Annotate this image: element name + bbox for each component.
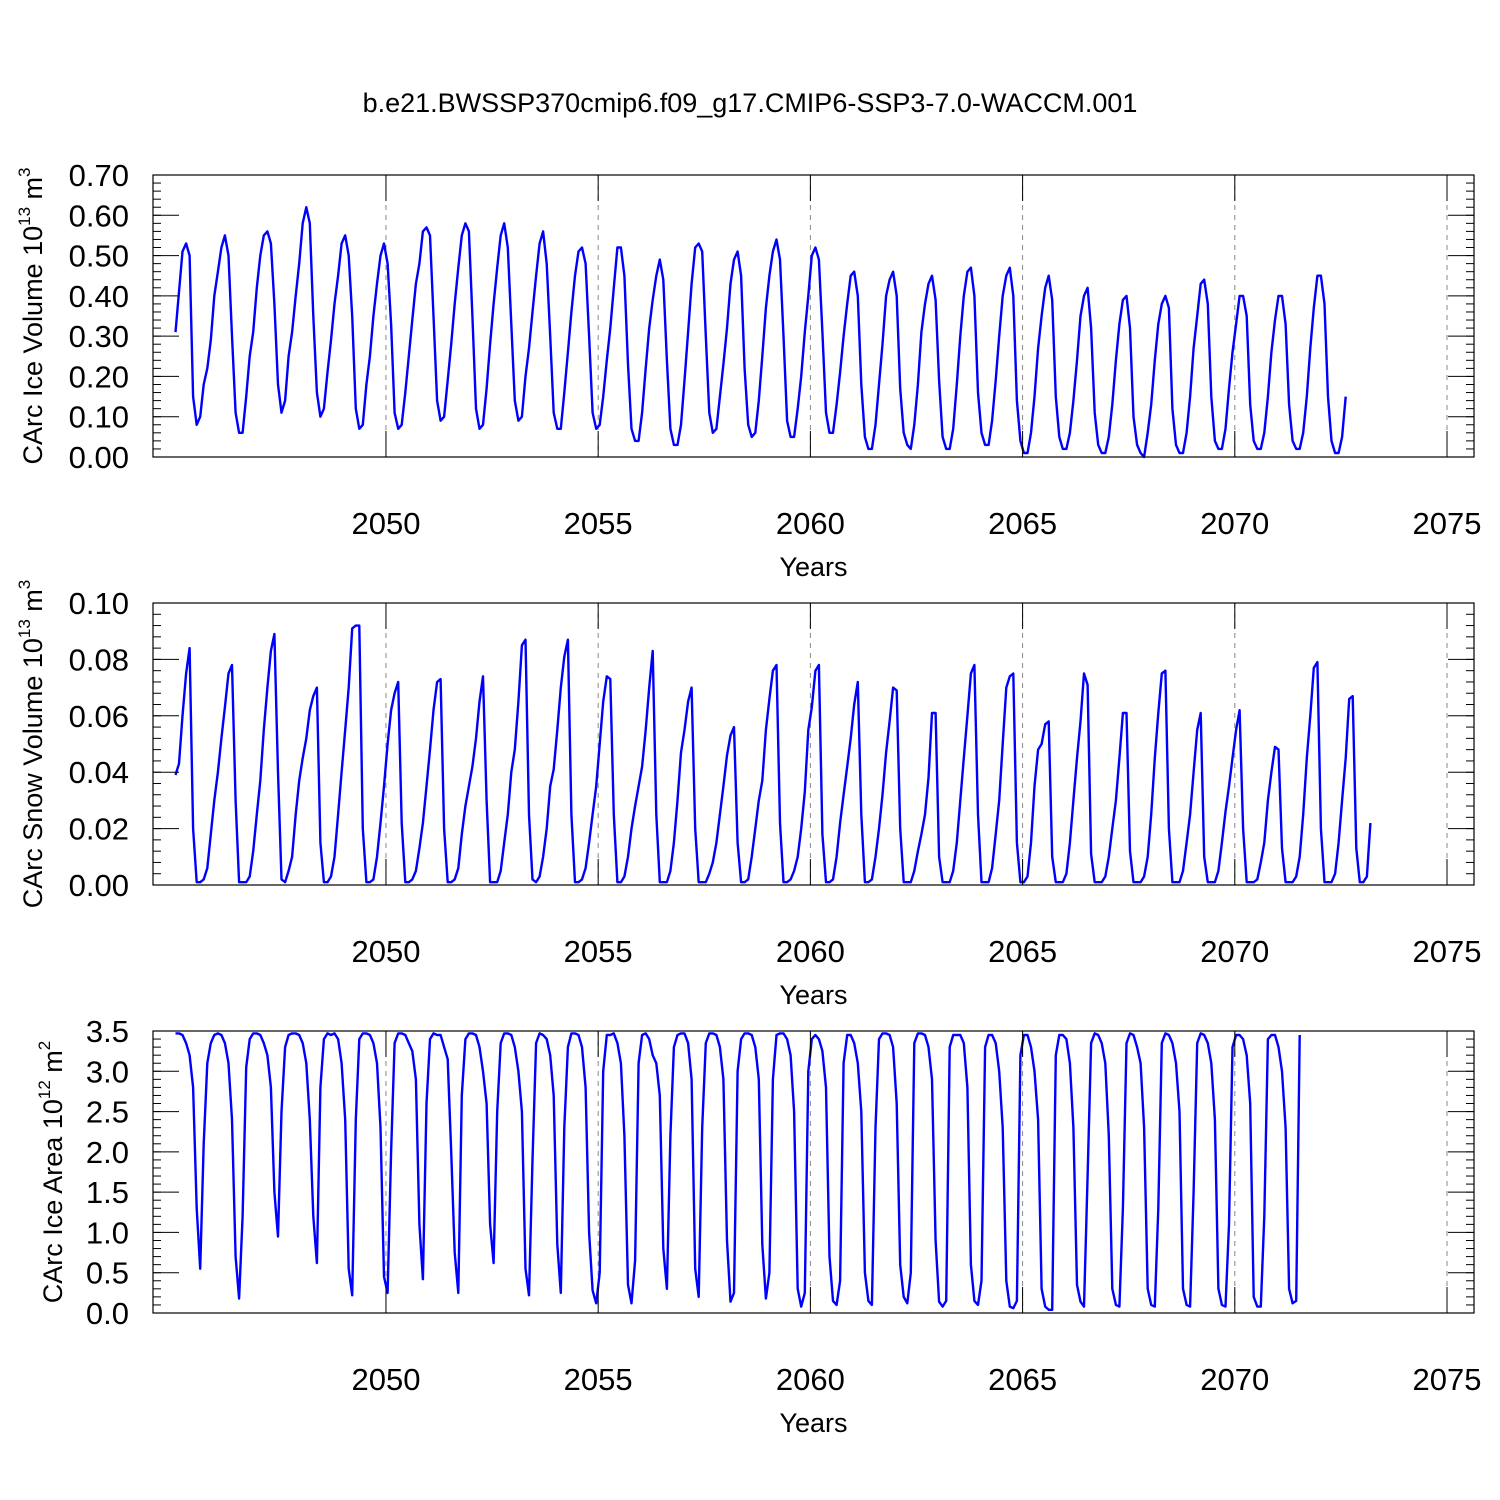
x-tick-label: 2050: [351, 506, 420, 541]
y-tick-label: 0.5: [86, 1256, 129, 1291]
series-line: [175, 1032, 1301, 1311]
y-axis: 0.0 0.5 1.0 1.5 2.0 2.5 3.0 3.5: [86, 1014, 1474, 1331]
y-tick-label: 0.02: [69, 812, 129, 847]
x-tick-label: 2060: [776, 1362, 845, 1397]
y-tick-label: 0.00: [69, 868, 129, 903]
y-axis-label: CArc Snow Volume 1013 m3: [15, 580, 48, 909]
y-tick-label: 0.40: [69, 279, 129, 314]
x-axis: 2050 2055 2060 2065 2070 2075: [351, 603, 1481, 969]
y-tick-label: 2.0: [86, 1135, 129, 1170]
y-axis-label: CArc Ice Volume 1013 m3: [15, 167, 48, 464]
x-tick-label: 2075: [1413, 934, 1482, 969]
y-axis-label-unit: m: [18, 177, 48, 207]
y-tick-label: 2.5: [86, 1095, 129, 1130]
y-tick-label: 0.08: [69, 642, 129, 677]
y-tick-label: 3.0: [86, 1054, 129, 1089]
y-tick-label: 0.30: [69, 319, 129, 354]
y-axis-label-exponent: 13: [15, 207, 34, 226]
plot-frame: [152, 602, 1475, 886]
series-line: [174, 624, 1372, 884]
y-tick-label: 1.0: [86, 1215, 129, 1250]
panel-ice-area: 0.0 0.5 1.0 1.5 2.0 2.5 3.0 3.5 2050 2055 2060 206…: [35, 1014, 1481, 1438]
plot-frame: [152, 1030, 1475, 1314]
panel-snow-volume: 0.00 0.02 0.04 0.06 0.08 0.10 2050 2055 2060 206…: [15, 580, 1481, 1010]
y-axis-label-main: CArc Snow Volume 10: [18, 638, 48, 908]
x-tick-label: 2050: [351, 934, 420, 969]
x-tick-label: 2065: [988, 1362, 1057, 1397]
y-tick-label: 0.0: [86, 1296, 129, 1331]
y-axis-label-unit-exponent: 3: [15, 167, 34, 176]
y-tick-label: 0.06: [69, 699, 129, 734]
x-tick-label: 2070: [1200, 934, 1269, 969]
series-line: [174, 206, 1347, 459]
y-axis-label-main: CArc Ice Volume 10: [18, 226, 48, 465]
y-tick-label: 0.50: [69, 239, 129, 274]
x-tick-label: 2055: [564, 1362, 633, 1397]
y-axis-label-exponent: 13: [15, 619, 34, 638]
y-tick-label: 0.60: [69, 198, 129, 233]
x-tick-label: 2070: [1200, 506, 1269, 541]
y-axis-label: CArc Ice Area 1012 m2: [35, 1041, 68, 1304]
x-tick-label: 2065: [988, 506, 1057, 541]
y-tick-label: 0.20: [69, 359, 129, 394]
x-tick-label: 2055: [564, 934, 633, 969]
y-tick-label: 0.04: [69, 755, 129, 790]
y-tick-label: 3.5: [86, 1014, 129, 1049]
x-tick-label: 2075: [1413, 1362, 1482, 1397]
y-tick-label: 1.5: [86, 1175, 129, 1210]
x-axis-label: Years: [779, 552, 847, 582]
y-tick-label: 0.70: [69, 158, 129, 193]
y-axis-label-exponent: 12: [35, 1080, 54, 1099]
figure-title: b.e21.BWSSP370cmip6.f09_g17.CMIP6-SSP3-7…: [363, 88, 1138, 118]
y-axis-label-main: CArc Ice Area 10: [38, 1099, 68, 1303]
x-axis: 2050 2055 2060 2065 2070 2075: [351, 175, 1481, 541]
x-tick-label: 2050: [351, 1362, 420, 1397]
y-axis-label-unit: m: [18, 589, 48, 619]
y-tick-label: 0.00: [69, 440, 129, 475]
grid-lines: [385, 1031, 1448, 1313]
y-tick-label: 0.10: [69, 586, 129, 621]
y-tick-label: 0.10: [69, 400, 129, 435]
y-axis: 0.00 0.02 0.04 0.06 0.08 0.10: [69, 586, 1474, 903]
x-tick-label: 2065: [988, 934, 1057, 969]
panel-ice-volume: 0.000.100.200.300.400.500.600.70 2050 205…: [15, 158, 1481, 582]
x-tick-label: 2055: [564, 506, 633, 541]
x-tick-label: 2060: [776, 934, 845, 969]
x-axis: 2050 2055 2060 2065 2070 2075: [351, 1031, 1481, 1397]
grid-lines: [385, 175, 1448, 457]
plot-frame: [152, 174, 1475, 458]
y-axis: 0.00 0.10 0.20 0.30 0.40 0.50 0.60 0.70: [69, 158, 1474, 475]
y-axis-label-unit-exponent: 3: [15, 580, 34, 589]
x-tick-label: 2060: [776, 506, 845, 541]
x-tick-label: 2075: [1413, 506, 1482, 541]
x-axis-label: Years: [779, 980, 847, 1010]
x-tick-label: 2070: [1200, 1362, 1269, 1397]
x-axis-label: Years: [779, 1408, 847, 1438]
y-axis-label-unit: m: [38, 1050, 68, 1080]
y-axis-label-unit-exponent: 2: [35, 1041, 54, 1050]
